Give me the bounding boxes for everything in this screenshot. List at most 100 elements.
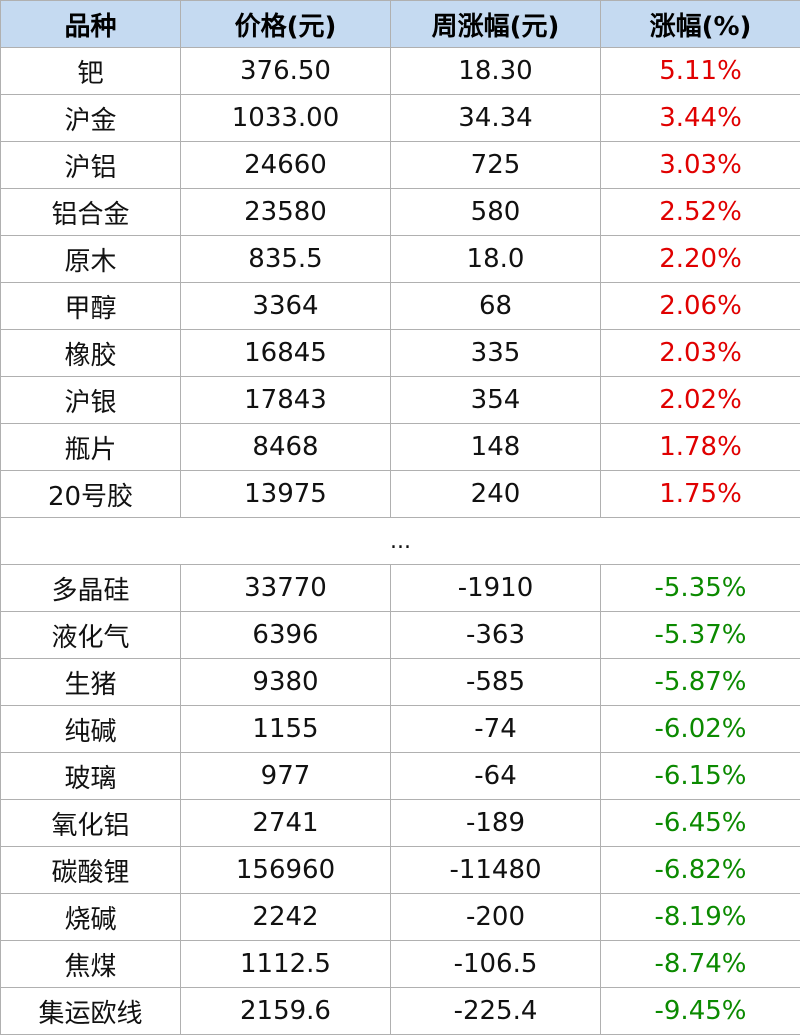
- cell-price: 17843: [181, 377, 391, 424]
- cell-variety: 原木: [1, 236, 181, 283]
- cell-change-percent: 5.11%: [601, 48, 800, 95]
- cell-weekly-change: 354: [391, 377, 601, 424]
- cell-price: 9380: [181, 659, 391, 706]
- cell-weekly-change: 725: [391, 142, 601, 189]
- cell-variety: 瓶片: [1, 424, 181, 471]
- cell-variety: 20号胶: [1, 471, 181, 518]
- cell-variety: 碳酸锂: [1, 847, 181, 894]
- cell-change-percent: -5.87%: [601, 659, 800, 706]
- cell-weekly-change: -189: [391, 800, 601, 847]
- cell-weekly-change: 335: [391, 330, 601, 377]
- header-price: 价格(元): [181, 1, 391, 48]
- cell-change-percent: 2.03%: [601, 330, 800, 377]
- cell-variety: 集运欧线: [1, 988, 181, 1035]
- cell-price: 2242: [181, 894, 391, 941]
- cell-change-percent: 2.06%: [601, 283, 800, 330]
- cell-change-percent: 2.52%: [601, 189, 800, 236]
- cell-weekly-change: -1910: [391, 565, 601, 612]
- ellipsis-cell: ...: [1, 518, 800, 565]
- cell-variety: 沪银: [1, 377, 181, 424]
- cell-price: 835.5: [181, 236, 391, 283]
- cell-change-percent: 3.44%: [601, 95, 800, 142]
- cell-price: 977: [181, 753, 391, 800]
- cell-weekly-change: 18.30: [391, 48, 601, 95]
- cell-weekly-change: 580: [391, 189, 601, 236]
- cell-variety: 橡胶: [1, 330, 181, 377]
- cell-variety: 钯: [1, 48, 181, 95]
- cell-weekly-change: -11480: [391, 847, 601, 894]
- cell-price: 2159.6: [181, 988, 391, 1035]
- cell-variety: 铝合金: [1, 189, 181, 236]
- cell-weekly-change: -363: [391, 612, 601, 659]
- cell-variety: 烧碱: [1, 894, 181, 941]
- cell-variety: 甲醇: [1, 283, 181, 330]
- header-row: 品种 价格(元) 周涨幅(元) 涨幅(%): [1, 1, 800, 48]
- cell-price: 156960: [181, 847, 391, 894]
- cell-change-percent: 2.02%: [601, 377, 800, 424]
- cell-change-percent: -5.35%: [601, 565, 800, 612]
- cell-change-percent: -6.45%: [601, 800, 800, 847]
- cell-price: 2741: [181, 800, 391, 847]
- cell-variety: 焦煤: [1, 941, 181, 988]
- cell-price: 3364: [181, 283, 391, 330]
- cell-price: 1112.5: [181, 941, 391, 988]
- cell-weekly-change: -74: [391, 706, 601, 753]
- cell-change-percent: -6.82%: [601, 847, 800, 894]
- header-weekly-change: 周涨幅(元): [391, 1, 601, 48]
- ellipsis-row: ...: [1, 518, 800, 565]
- cell-price: 1033.00: [181, 95, 391, 142]
- header-variety: 品种: [1, 1, 181, 48]
- cell-price: 1155: [181, 706, 391, 753]
- cell-weekly-change: -585: [391, 659, 601, 706]
- cell-change-percent: -6.15%: [601, 753, 800, 800]
- cell-variety: 多晶硅: [1, 565, 181, 612]
- cell-variety: 纯碱: [1, 706, 181, 753]
- cell-price: 8468: [181, 424, 391, 471]
- cell-weekly-change: 148: [391, 424, 601, 471]
- cell-price: 24660: [181, 142, 391, 189]
- cell-price: 23580: [181, 189, 391, 236]
- cell-weekly-change: -200: [391, 894, 601, 941]
- header-change-percent: 涨幅(%): [601, 1, 800, 48]
- cell-variety: 生猪: [1, 659, 181, 706]
- cell-weekly-change: 68: [391, 283, 601, 330]
- cell-price: 13975: [181, 471, 391, 518]
- cell-variety: 沪金: [1, 95, 181, 142]
- cell-change-percent: 2.20%: [601, 236, 800, 283]
- cell-weekly-change: -106.5: [391, 941, 601, 988]
- cell-variety: 玻璃: [1, 753, 181, 800]
- cell-weekly-change: -64: [391, 753, 601, 800]
- cell-weekly-change: -225.4: [391, 988, 601, 1035]
- cell-change-percent: 3.03%: [601, 142, 800, 189]
- cell-change-percent: -8.74%: [601, 941, 800, 988]
- cell-price: 376.50: [181, 48, 391, 95]
- cell-variety: 液化气: [1, 612, 181, 659]
- cell-change-percent: -9.45%: [601, 988, 800, 1035]
- cell-weekly-change: 240: [391, 471, 601, 518]
- cell-change-percent: -8.19%: [601, 894, 800, 941]
- cell-variety: 氧化铝: [1, 800, 181, 847]
- cell-change-percent: 1.78%: [601, 424, 800, 471]
